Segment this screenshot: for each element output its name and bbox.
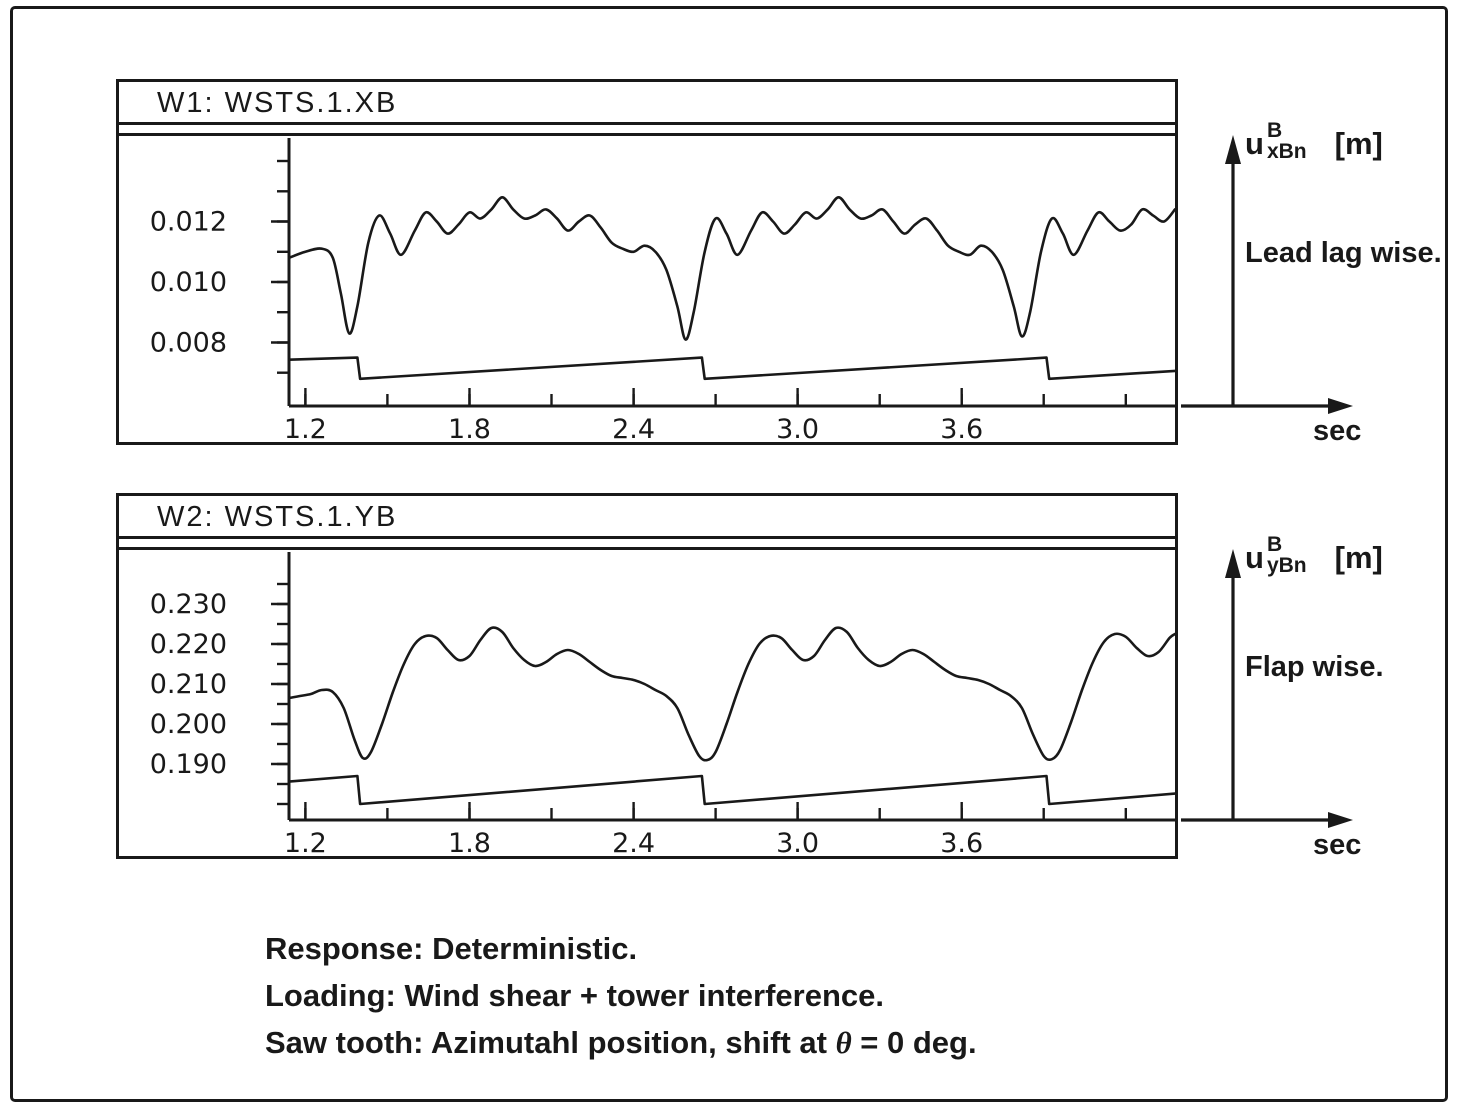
caption-line-loading: Loading: Wind shear + tower interference…: [265, 978, 884, 1013]
svg-text:0.010: 0.010: [150, 267, 227, 298]
svg-text:1.2: 1.2: [284, 828, 327, 859]
x-axis-arrow-icon: [1181, 398, 1353, 414]
panel-w1-title-divider: [119, 125, 1175, 136]
y-axis-arrow-icon: [1225, 549, 1241, 820]
panel-w2-title: W2: WSTS.1.YB: [119, 496, 1175, 539]
w2-direction-label: Flap wise.: [1245, 651, 1384, 683]
caption: Response: Deterministic. Loading: Wind s…: [265, 925, 977, 1066]
svg-text:0.200: 0.200: [150, 709, 227, 740]
svg-text:0.012: 0.012: [150, 207, 227, 238]
w2-y-axis-symbol: u: [1245, 540, 1264, 576]
caption-line-sawtooth: Saw tooth: Azimutahl position, shift at …: [265, 1019, 977, 1066]
panel-w2-title-divider: [119, 539, 1175, 550]
panel-w2-plot-area: 0.190 0.200 0.210 0.220 0.230 1.2 1.8 2.4 3.0 3.6: [119, 550, 1177, 859]
svg-text:1.2: 1.2: [284, 414, 327, 445]
svg-text:3.0: 3.0: [776, 828, 819, 859]
caption-line-response: Response: Deterministic.: [265, 931, 638, 966]
svg-text:0.210: 0.210: [150, 669, 227, 700]
w2-chart: 0.190 0.200 0.210 0.220 0.230 1.2 1.8 2.4 3.0 3.6: [150, 552, 1177, 859]
panel-w2: W2: WSTS.1.YB 0.190 0.200 0.210 0.220 0.230 1…: [116, 493, 1178, 859]
svg-text:1.8: 1.8: [448, 414, 491, 445]
w2-y-axis-unit: [m]: [1334, 540, 1383, 576]
svg-text:0.190: 0.190: [150, 749, 227, 780]
caption-sawtooth-prefix: Saw tooth: Azimutahl position, shift at: [265, 1025, 836, 1060]
theta-symbol: θ: [835, 1025, 852, 1060]
w1-axis-arrows: [1181, 135, 1353, 414]
svg-text:2.4: 2.4: [612, 828, 655, 859]
w1-direction-label: Lead lag wise.: [1245, 237, 1442, 269]
figure-border: W1: WSTS.1.XB 0.008 0.010 0.012 1.2 1.8 2.4 3.…: [10, 6, 1448, 1102]
w1-chart: 0.008 0.010 0.012 1.2 1.8 2.4 3.0 3.6: [150, 138, 1177, 445]
svg-text:3.0: 3.0: [776, 414, 819, 445]
w1-x-axis-unit-label: sec: [1313, 415, 1362, 447]
svg-text:3.6: 3.6: [940, 828, 983, 859]
panel-w1: W1: WSTS.1.XB 0.008 0.010 0.012 1.2 1.8 2.4 3.…: [116, 79, 1178, 445]
caption-sawtooth-suffix: = 0 deg.: [851, 1025, 977, 1060]
w2-axis-arrows: [1181, 549, 1353, 828]
svg-text:0.008: 0.008: [150, 328, 227, 359]
x-axis-arrow-icon: [1181, 812, 1353, 828]
y-axis-arrow-icon: [1225, 135, 1241, 406]
svg-text:0.220: 0.220: [150, 629, 227, 660]
w1-y-axis-unit: [m]: [1334, 126, 1383, 162]
svg-text:2.4: 2.4: [612, 414, 655, 445]
panel-w1-plot-area: 0.008 0.010 0.012 1.2 1.8 2.4 3.0 3.6: [119, 136, 1177, 445]
svg-text:0.230: 0.230: [150, 589, 227, 620]
w1-y-axis-symbol: u: [1245, 126, 1264, 162]
w2-x-axis-unit-label: sec: [1313, 829, 1362, 861]
svg-text:1.8: 1.8: [448, 828, 491, 859]
panel-w1-title: W1: WSTS.1.XB: [119, 82, 1175, 125]
svg-text:3.6: 3.6: [940, 414, 983, 445]
